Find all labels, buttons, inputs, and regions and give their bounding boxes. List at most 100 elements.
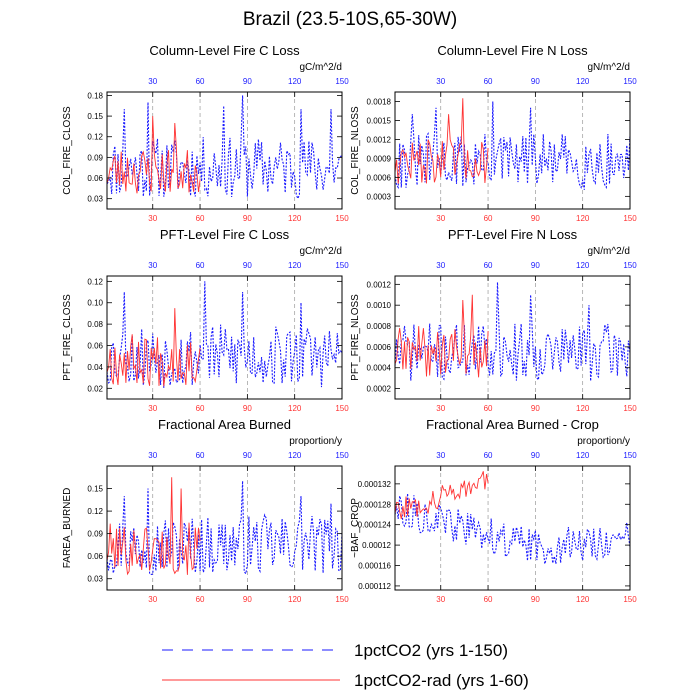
- y-tick-label: 0.0008: [367, 322, 392, 331]
- chart-panel-3: PFT-Level Fire C Loss gC/m^2/d PFT_FIRE_CL…: [62, 227, 349, 413]
- figure-title: Brazil (23.5-10S,65-30W): [242, 9, 458, 30]
- x-tick-label-top: 90: [531, 77, 540, 86]
- y-tick-label: 0.12: [87, 133, 103, 142]
- series-line-1pctco2-rad: [106, 308, 201, 387]
- series-line-1pctco2-rad: [394, 98, 489, 184]
- legend: 1pctCO2 (yrs 1-150) 1pctCO2-rad (yrs 1-60…: [162, 641, 529, 690]
- x-tick-label-bottom: 60: [196, 404, 205, 413]
- x-tick-label-bottom: 120: [288, 214, 302, 223]
- y-tick-label: 0.04: [87, 363, 103, 372]
- y-tick-label: 0.18: [87, 91, 103, 100]
- x-tick-label-bottom: 90: [243, 595, 252, 604]
- x-tick-label-bottom: 90: [531, 214, 540, 223]
- y-tick-label: 0.09: [87, 530, 103, 539]
- series-line-1pctco2-rad: [394, 471, 489, 520]
- y-tick-label: 0.12: [87, 507, 103, 516]
- x-tick-label-top: 60: [484, 261, 493, 270]
- x-tick-label-top: 30: [148, 451, 157, 460]
- plot-frame: [394, 275, 631, 400]
- units-label: proportion/y: [289, 436, 342, 447]
- x-tick-label-top: 90: [243, 451, 252, 460]
- x-tick-label-bottom: 30: [436, 595, 445, 604]
- x-tick-label-bottom: 90: [531, 595, 540, 604]
- x-tick-label-top: 90: [243, 77, 252, 86]
- series-line-1pctco2: [394, 101, 631, 190]
- y-tick-label: 0.000128: [358, 500, 392, 509]
- series-line-1pctco2: [106, 480, 343, 576]
- y-tick-label: 0.15: [87, 112, 103, 121]
- y-tick-label: 0.0004: [367, 364, 392, 373]
- x-tick-label-bottom: 150: [335, 595, 349, 604]
- x-tick-label-bottom: 30: [148, 595, 157, 604]
- x-tick-label-top: 150: [623, 77, 637, 86]
- x-tick-label-top: 150: [335, 451, 349, 460]
- panel-title: PFT-Level Fire C Loss: [160, 227, 290, 242]
- y-tick-label: 0.09: [87, 153, 103, 162]
- y-axis-label: COL_FIRE_CLOSS: [62, 106, 73, 195]
- x-tick-label-top: 120: [576, 77, 590, 86]
- y-tick-label: 0.06: [87, 342, 103, 351]
- x-tick-label-bottom: 60: [196, 595, 205, 604]
- y-tick-label: 0.08: [87, 320, 103, 329]
- x-tick-label-top: 90: [531, 261, 540, 270]
- x-tick-label-top: 120: [288, 77, 302, 86]
- chart-panel-4: PFT-Level Fire N Loss gN/m^2/d PFT_FIRE_NL…: [350, 227, 637, 413]
- units-label: proportion/y: [577, 436, 630, 447]
- x-tick-label-bottom: 60: [484, 214, 493, 223]
- series-line-1pctco2: [106, 95, 343, 201]
- y-tick-label: 0.0006: [367, 343, 392, 352]
- units-label: gN/m^2/d: [588, 246, 631, 257]
- x-tick-label-top: 60: [196, 261, 205, 270]
- x-tick-label-top: 150: [335, 261, 349, 270]
- y-tick-label: 0.0012: [367, 135, 392, 144]
- panel-title: Column-Level Fire C Loss: [149, 43, 300, 58]
- x-tick-label-bottom: 150: [623, 595, 637, 604]
- units-label: gN/m^2/d: [588, 62, 631, 73]
- x-tick-label-top: 30: [436, 77, 445, 86]
- y-tick-label: 0.06: [87, 552, 103, 561]
- x-tick-label-top: 60: [484, 451, 493, 460]
- x-tick-label-bottom: 120: [288, 404, 302, 413]
- x-tick-label-top: 30: [436, 261, 445, 270]
- x-tick-label-bottom: 120: [288, 595, 302, 604]
- x-tick-label-top: 150: [623, 261, 637, 270]
- y-tick-label: 0.000116: [358, 562, 391, 571]
- chart-panel-6: Fractional Area Burned - Crop proportion/…: [350, 417, 637, 604]
- x-tick-label-top: 90: [243, 261, 252, 270]
- x-tick-label-top: 90: [531, 451, 540, 460]
- x-tick-label-bottom: 30: [436, 404, 445, 413]
- plot-frame: [106, 465, 343, 591]
- x-tick-label-top: 120: [288, 261, 302, 270]
- x-tick-label-bottom: 30: [436, 214, 445, 223]
- x-tick-label-bottom: 60: [484, 404, 493, 413]
- x-tick-label-top: 120: [288, 451, 302, 460]
- panel-title: Fractional Area Burned: [158, 417, 291, 432]
- x-tick-label-top: 120: [576, 451, 590, 460]
- x-tick-label-bottom: 150: [623, 214, 637, 223]
- y-tick-label: 0.0018: [367, 97, 392, 106]
- y-tick-label: 0.0015: [367, 116, 392, 125]
- y-tick-label: 0.0003: [367, 192, 392, 201]
- x-tick-label-bottom: 30: [148, 214, 157, 223]
- y-tick-label: 0.10: [87, 299, 103, 308]
- x-tick-label-bottom: 120: [576, 595, 590, 604]
- x-tick-label-bottom: 120: [576, 404, 590, 413]
- units-label: gC/m^2/d: [300, 246, 343, 257]
- x-tick-label-bottom: 60: [484, 595, 493, 604]
- panel-title: Column-Level Fire N Loss: [437, 43, 588, 58]
- series-line-1pctco2-rad: [106, 477, 201, 576]
- plot-frame: [394, 465, 631, 591]
- x-tick-label-top: 150: [335, 77, 349, 86]
- x-tick-label-bottom: 90: [243, 214, 252, 223]
- x-tick-label-top: 30: [148, 77, 157, 86]
- y-axis-label: PFT_FIRE_NLOSS: [350, 294, 361, 381]
- x-tick-label-top: 30: [436, 451, 445, 460]
- y-tick-label: 0.00012: [362, 541, 391, 550]
- y-tick-label: 0.000132: [358, 480, 392, 489]
- y-tick-label: 0.06: [87, 174, 103, 183]
- y-tick-label: 0.000112: [358, 582, 391, 591]
- legend-label: 1pctCO2 (yrs 1-150): [354, 641, 508, 660]
- panel-title: PFT-Level Fire N Loss: [448, 227, 578, 242]
